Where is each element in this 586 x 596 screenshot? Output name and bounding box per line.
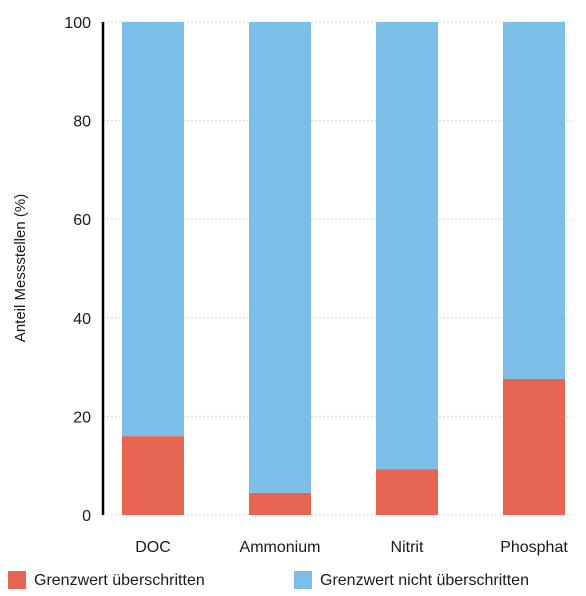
bar-segment (503, 22, 565, 379)
y-tick-label: 0 (82, 508, 91, 525)
bar-segment (249, 492, 311, 515)
legend-label: Grenzwert überschritten (34, 572, 205, 589)
x-tick-label: Phosphat (500, 539, 568, 556)
bar-segment (376, 469, 438, 515)
legend-swatch (8, 571, 26, 589)
y-tick-label: 60 (73, 212, 91, 229)
x-tick-labels: DOC Ammonium Nitrit Phosphat (135, 539, 568, 556)
x-tick-label: Ammonium (240, 539, 321, 556)
bar-segment (503, 378, 565, 515)
y-tick-label: 40 (73, 311, 91, 328)
bars (122, 22, 565, 515)
bar-segment (249, 22, 311, 493)
y-axis-title: Anteil Messstellen (%) (12, 194, 29, 342)
legend-label: Grenzwert nicht überschritten (320, 572, 529, 589)
y-tick-label: 80 (73, 114, 91, 131)
x-tick-label: Nitrit (391, 539, 424, 556)
bar-segment (376, 22, 438, 470)
bar-segment (122, 22, 184, 437)
bar-segment (122, 436, 184, 515)
y-tick-label: 20 (73, 409, 91, 426)
y-tick-labels: 0 20 40 60 80 100 (64, 15, 91, 525)
legend: Grenzwert überschritten Grenzwert nicht ü… (8, 571, 529, 589)
x-tick-label: DOC (135, 539, 171, 556)
y-tick-label: 100 (64, 15, 91, 32)
legend-swatch (294, 571, 312, 589)
